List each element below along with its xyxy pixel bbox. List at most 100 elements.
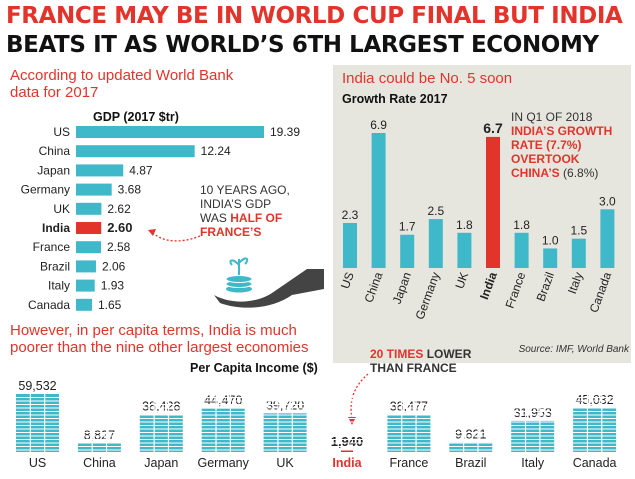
gdp-category-label: China (39, 144, 71, 158)
percapita-category-label: Brazil (455, 456, 486, 470)
growth-chart: 2.3 US 6.9 China 1.7 Japan 2.5 Germany 1.8 UK 6.7 I… (338, 118, 616, 321)
gdp-bar (76, 202, 102, 215)
gdp-value-label: 19.39 (270, 125, 300, 139)
growth-bar (400, 234, 415, 268)
gdp-bar (76, 241, 102, 254)
growth-note-red-3: OVERTOOK (511, 152, 580, 166)
growth-category-label: UK (452, 270, 471, 290)
gdp-category-label: Canada (28, 298, 70, 312)
gdp-value-label: 1.93 (101, 279, 125, 293)
growth-category-label: Italy (565, 270, 586, 295)
growth-heading: India could be No. 5 soon (342, 70, 513, 87)
percapita-bar (387, 414, 431, 452)
gdp-bar (76, 126, 264, 138)
percapita-bar (139, 414, 183, 452)
gdp-note-highlight-2: FRANCE’S (200, 225, 262, 239)
growth-bar (571, 238, 586, 268)
gdp-category-label: US (53, 125, 70, 139)
growth-value-label: 1.8 (513, 218, 530, 232)
percapita-category-label: China (83, 456, 116, 470)
percapita-value-label: 31,953 (514, 406, 552, 420)
growth-value-label: 1.5 (570, 224, 587, 238)
growth-bar (371, 133, 386, 268)
growth-category-label: India (477, 270, 500, 301)
growth-value-label: 1.0 (542, 233, 559, 247)
gdp-category-label: Japan (37, 163, 70, 177)
percapita-chart-title: Per Capita Income ($) (190, 361, 318, 375)
gdp-category-label: Germany (21, 183, 70, 197)
gdp-category-label: India (42, 221, 70, 235)
gdp-bar (76, 222, 102, 234)
gdp-chart: US 19.39 China 12.24 Japan 4.87 Germany 3.68 UK 2… (21, 125, 301, 312)
percapita-category-label: Italy (521, 456, 545, 470)
gdp-value-label: 1.65 (98, 298, 122, 312)
growth-bar (457, 232, 472, 268)
growth-category-label: France (502, 270, 528, 310)
growth-value-label: 2.3 (342, 208, 359, 222)
gdp-chart-title: GDP (2017 $tr) (93, 110, 179, 124)
percapita-note-line-1: 20 TIMES LOWER (370, 347, 471, 361)
gdp-value-label: 2.60 (107, 220, 132, 235)
percapita-value-label: 9,821 (455, 427, 486, 441)
gdp-bar (76, 260, 96, 273)
gdp-annotation: 10 YEARS AGO, INDIA’S GDP WAS HALF OF FR… (200, 183, 290, 239)
growth-value-label: 1.8 (456, 218, 473, 232)
growth-annotation: IN Q1 OF 2018 INDIA’S GROWTH RATE (7.7%)… (511, 110, 612, 180)
percapita-value-label: 8,827 (84, 428, 115, 442)
gdp-value-label: 2.58 (107, 240, 131, 254)
gdp-note-line-3: WAS HALF OF (200, 211, 290, 225)
gdp-intro-line-2: data for 2017 (10, 84, 99, 101)
percapita-intro-line-2: poorer than the nine other largest econo… (10, 339, 309, 356)
gdp-note-line-2: INDIA’S GDP (200, 197, 272, 211)
percapita-bar (341, 450, 353, 452)
percapita-arrow (348, 373, 369, 425)
gdp-bar (76, 279, 95, 292)
growth-note-red-4: CHINA’S (511, 166, 560, 180)
growth-value-label: 6.7 (483, 120, 503, 136)
gdp-bar (76, 298, 92, 311)
percapita-value-label: 45,032 (575, 393, 613, 407)
percapita-note-rest: LOWER (423, 347, 472, 361)
growth-category-label: US (338, 270, 357, 290)
growth-category-label: Brazil (534, 270, 557, 303)
gdp-value-label: 12.24 (201, 144, 231, 158)
percapita-intro: However, in per capita terms, India is m… (10, 322, 309, 356)
percapita-bar (201, 408, 245, 452)
percapita-category-label: India (332, 456, 362, 470)
percapita-category-label: France (389, 456, 428, 470)
percapita-category-label: Canada (573, 456, 617, 470)
gdp-category-label: UK (53, 202, 70, 216)
gdp-category-label: Brazil (40, 259, 70, 273)
percapita-bar (77, 443, 121, 452)
percapita-category-label: US (29, 456, 46, 470)
percapita-value-label: 1,940 (331, 434, 364, 449)
gdp-note-line-1: 10 YEARS AGO, (200, 183, 290, 197)
growth-value-label: 2.5 (427, 204, 444, 218)
growth-value-label: 3.0 (599, 194, 616, 208)
growth-bar (486, 136, 500, 268)
growth-value-label: 6.9 (370, 118, 387, 132)
growth-note-red-1: INDIA’S GROWTH (511, 124, 613, 138)
gdp-category-label: Italy (48, 279, 70, 293)
percapita-chart: 59,532US8,827China38,428Japan44,470Germa… (0, 379, 635, 470)
percapita-value-label: 59,532 (18, 379, 56, 393)
gdp-intro-line-1: According to updated World Bank (10, 67, 234, 84)
percapita-note-line-2: THAN FRANCE (370, 361, 457, 375)
source-note: Source: IMF, World Bank (518, 344, 629, 355)
gdp-bar (76, 183, 112, 196)
growth-category-label: Germany (413, 270, 443, 321)
growth-note-line-1: IN Q1 OF 2018 (511, 110, 593, 124)
growth-note-line-5: CHINA’S (6.8%) (511, 166, 612, 180)
growth-bar (428, 219, 443, 268)
gdp-intro: According to updated World Bank data for… (10, 67, 233, 101)
growth-note-red-2: RATE (7.7%) (511, 138, 582, 152)
hand-coins-icon (214, 257, 324, 308)
growth-bar (600, 209, 615, 268)
growth-bar (543, 248, 558, 268)
growth-category-label: Canada (587, 270, 615, 315)
gdp-value-label: 3.68 (118, 183, 142, 197)
headline: FRANCE MAY BE IN WORLD CUP FINAL BUT IND… (6, 2, 630, 60)
percapita-intro-line-1: However, in per capita terms, India is m… (10, 322, 297, 339)
percapita-value-label: 38,428 (142, 400, 180, 414)
percapita-bar (449, 442, 493, 452)
